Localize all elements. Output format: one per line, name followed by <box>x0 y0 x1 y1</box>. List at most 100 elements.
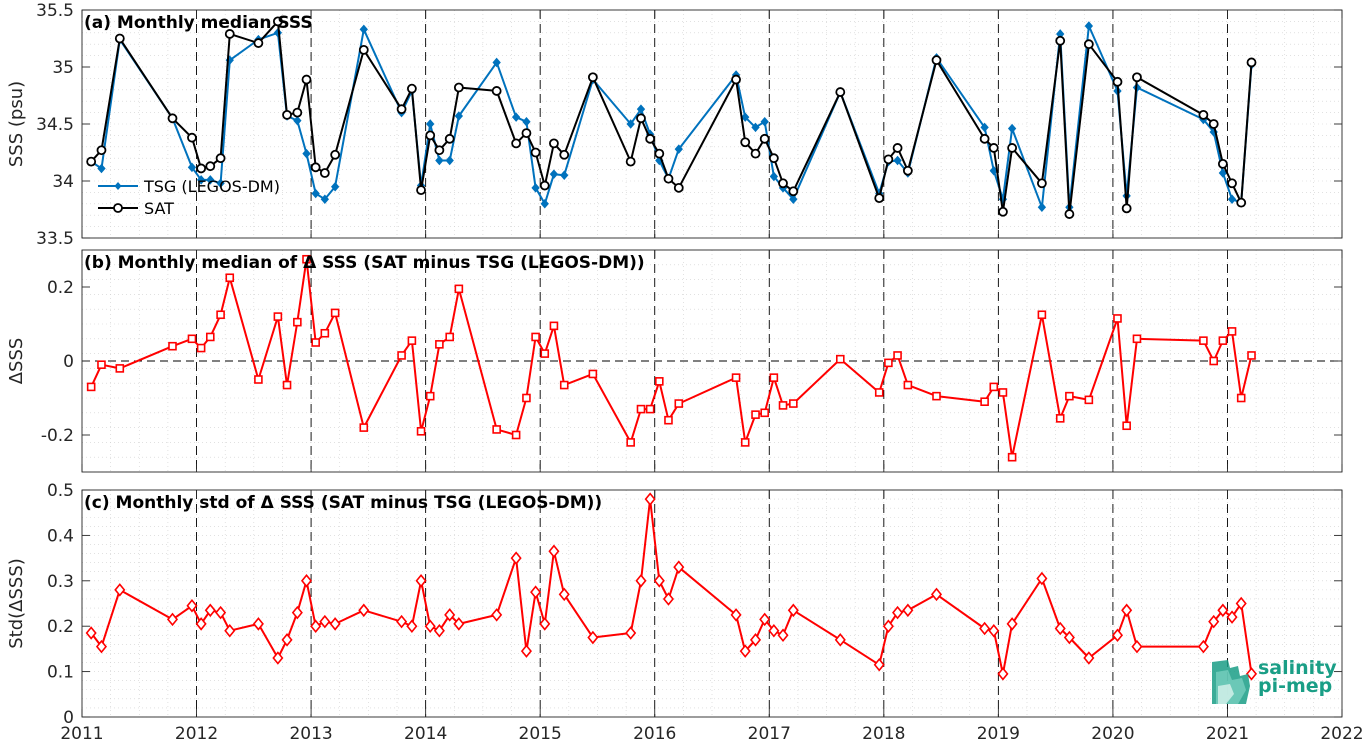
data-point-diamond <box>997 667 1009 681</box>
data-point-diamond <box>1006 617 1018 631</box>
data-point-circle <box>835 87 846 97</box>
data-point-circle <box>731 74 741 85</box>
data-point-diamond <box>1208 614 1220 629</box>
data-point-diamond <box>85 626 97 640</box>
data-point-square <box>1199 336 1208 345</box>
axes-frame <box>81 489 1343 718</box>
data-point-diamond <box>1054 621 1066 636</box>
data-point-square <box>454 284 464 294</box>
data-point-diamond <box>406 619 418 633</box>
data-point-circle <box>1236 197 1247 208</box>
data-point-diamond <box>674 144 683 154</box>
legend-marker-diamond <box>114 182 122 190</box>
data-point-square <box>1065 391 1074 401</box>
data-point-square <box>740 438 750 447</box>
data-point-diamond <box>252 617 264 631</box>
data-point-diamond <box>769 171 779 182</box>
data-point-diamond <box>216 178 225 189</box>
data-point-square <box>674 399 684 408</box>
data-point-circle <box>1036 178 1047 189</box>
data-point-square <box>282 380 292 390</box>
data-point-circle <box>778 178 788 189</box>
data-point-circle <box>998 206 1008 217</box>
data-point-diamond <box>311 188 320 199</box>
data-point-diamond <box>549 169 559 179</box>
data-point-diamond <box>741 112 750 122</box>
data-point-diamond <box>531 183 540 193</box>
data-point-square <box>893 351 902 360</box>
data-point-diamond <box>310 619 322 633</box>
data-point-square <box>549 321 559 331</box>
data-point-square <box>655 377 664 386</box>
data-point-square <box>998 388 1008 397</box>
data-point-circle <box>187 132 197 143</box>
data-point-square <box>196 343 206 353</box>
data-point-diamond <box>196 175 206 185</box>
data-point-circle <box>1246 57 1257 68</box>
data-point-square <box>1236 393 1246 403</box>
data-point-square <box>588 369 598 379</box>
panel-title: (c) Monthly std of Δ SSS (SAT minus TSG … <box>84 493 602 513</box>
data-point-diamond <box>1235 596 1247 611</box>
data-point-circle <box>988 143 999 153</box>
data-point-circle <box>86 156 97 167</box>
data-point-circle <box>549 138 559 149</box>
data-point-diamond <box>1197 639 1209 654</box>
data-point-square <box>789 399 798 408</box>
data-point-circle <box>740 137 751 148</box>
data-point-diamond <box>539 617 551 631</box>
data-point-diamond <box>789 194 798 204</box>
salinity-pi-mep-logo: salinity pi-mep <box>1208 658 1338 708</box>
data-point-square <box>407 336 417 345</box>
data-point-square <box>115 364 125 373</box>
data-point-diamond <box>635 574 647 588</box>
data-point-diamond <box>1063 630 1075 645</box>
y-tick-label: 0.1 <box>47 663 74 683</box>
data-point-diamond <box>653 574 665 588</box>
data-point-diamond <box>787 603 799 618</box>
data-point-diamond <box>445 155 454 166</box>
data-point-diamond <box>206 175 215 185</box>
data-point-circle <box>1083 39 1094 50</box>
data-point-circle <box>205 161 216 172</box>
x-tick-label: 2019 <box>977 724 1020 744</box>
data-point-diamond <box>560 170 569 181</box>
data-point-square <box>559 380 569 390</box>
data-point-square <box>359 423 369 432</box>
data-point-diamond <box>510 551 522 565</box>
y-tick-label: 35 <box>52 58 74 78</box>
data-point-square <box>425 391 435 401</box>
y-tick-label: 35.5 <box>36 1 74 21</box>
data-point-diamond <box>359 24 368 35</box>
data-point-circle <box>215 153 226 164</box>
data-point-circle <box>1112 76 1123 87</box>
data-point-circle <box>114 33 125 44</box>
data-point-circle <box>491 86 502 96</box>
x-tick-label: 2018 <box>862 724 905 744</box>
data-point-circle <box>768 153 779 164</box>
data-point-diamond <box>320 194 330 204</box>
data-point-diamond <box>492 57 501 68</box>
data-point-circle <box>396 104 407 115</box>
y-tick-label: 0.3 <box>47 572 74 592</box>
legend-label: TSG (LEGOS-DM) <box>143 177 280 196</box>
data-point-square <box>751 410 760 419</box>
data-point-diamond <box>749 633 762 647</box>
data-point-square <box>884 358 893 368</box>
data-point-diamond <box>166 612 179 627</box>
data-point-diamond <box>358 603 370 618</box>
data-point-square <box>330 308 340 318</box>
y-tick-label: 34 <box>52 172 74 192</box>
panel-title: (b) Monthly median of Δ SSS (SAT minus T… <box>84 253 645 273</box>
panel-0: 33.5 34 34.5 35 35.5 SSS (psu) (a) Monthly med… <box>6 1 1343 249</box>
data-point-diamond <box>424 619 436 633</box>
data-point-diamond <box>187 162 197 173</box>
data-point-square <box>416 426 426 436</box>
data-point-square <box>636 404 646 414</box>
data-point-diamond <box>882 619 894 633</box>
data-point-circle <box>1132 72 1142 83</box>
data-point-circle <box>559 149 570 160</box>
data-point-diamond <box>662 592 675 606</box>
data-point-circle <box>167 113 178 124</box>
data-point-square <box>778 401 788 410</box>
